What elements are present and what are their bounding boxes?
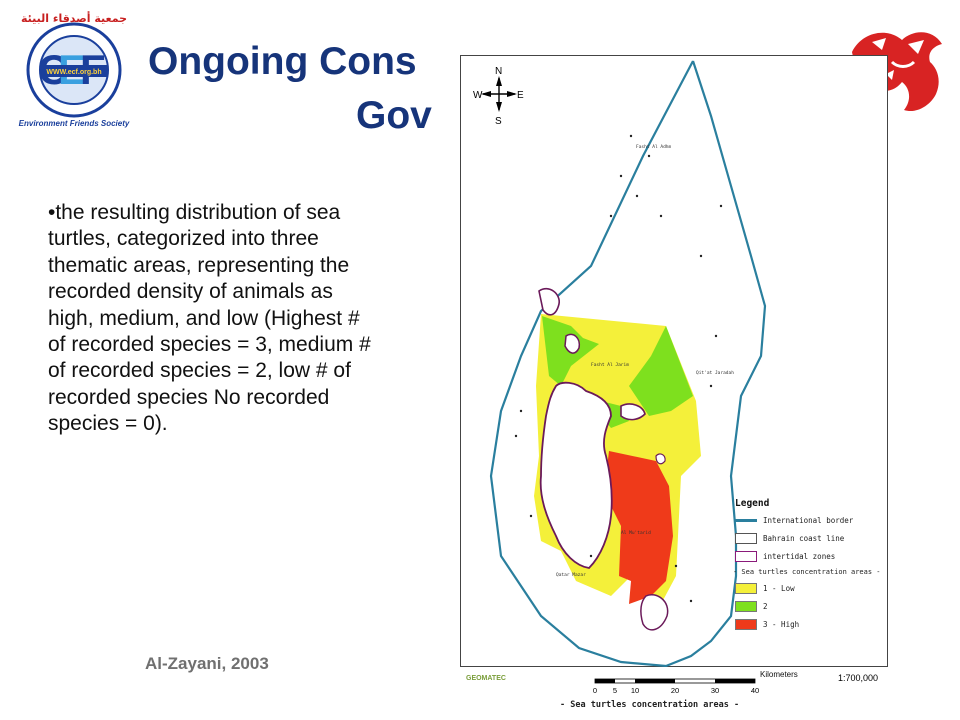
international-border <box>489 60 767 668</box>
place-label: Qatar Mazar <box>556 572 586 578</box>
compass-e: E <box>517 90 524 101</box>
legend-label: 1 - Low <box>763 584 795 593</box>
compass-s: S <box>495 116 502 127</box>
legend-label: Bahrain coast line <box>763 534 845 543</box>
body-paragraph: •the resulting distribution of sea turtl… <box>48 201 371 436</box>
scale-tick: 10 <box>631 686 639 695</box>
publisher-logo: GEOMATEC <box>466 675 506 682</box>
scale-bar-area: GEOMATEC Kilometers 0 5 10 20 30 40 1:70… <box>466 670 878 710</box>
scale-ratio: 1:700,000 <box>838 673 878 683</box>
legend-title: Legend <box>735 498 770 509</box>
legend-item-low: 1 - Low <box>735 582 890 595</box>
zone-medium-2 <box>629 326 693 416</box>
place-label: Qit'at Jaradah <box>696 370 734 376</box>
compass-w: W <box>473 90 483 101</box>
legend-swatch <box>735 619 757 630</box>
ecf-logo: C E F WWW.ecf.org.bh جمعية أصدقاء البيئة… <box>19 11 130 128</box>
scale-tick: 20 <box>671 686 679 695</box>
legend-label: International border <box>763 516 854 525</box>
slide-title-line1: Ongoing Cons <box>148 40 417 83</box>
place-label: Fasht Al Adhm <box>636 144 672 150</box>
scale-unit-label: Kilometers <box>760 670 798 679</box>
legend-item-coastline: Bahrain coast line <box>735 532 890 545</box>
zone-high <box>606 451 673 604</box>
north-island <box>564 333 581 354</box>
logo-society-text: Environment Friends Society <box>19 119 130 128</box>
bahrain-coastline <box>539 381 613 569</box>
place-label: Fasht Al Jarim <box>591 362 629 368</box>
east-islet <box>655 453 666 465</box>
legend-label: intertidal zones <box>763 552 836 561</box>
slide-title-line2: Gov <box>356 94 432 137</box>
map-caption: - Sea turtles concentration areas - <box>560 699 739 710</box>
legend-label: 3 - High <box>763 620 800 629</box>
legend-item-high: 3 - High <box>735 618 890 631</box>
hawar-island <box>538 287 560 316</box>
legend-swatch <box>735 601 757 612</box>
map-legend: Legend International border Bahrain coas… <box>733 498 890 636</box>
southern-islands <box>640 594 669 631</box>
legend-section-title: - Sea turtles concentration areas - <box>733 568 881 576</box>
scale-tick: 30 <box>711 686 719 695</box>
legend-swatch <box>735 519 757 522</box>
legend-item-medium: 2 <box>735 600 890 613</box>
logo-arabic-text: جمعية أصدقاء البيئة <box>21 11 127 25</box>
place-label: Al Mu'tarid <box>621 530 651 536</box>
legend-label: 2 <box>763 602 768 611</box>
logo-url-text: WWW.ecf.org.bh <box>46 69 101 76</box>
sea-turtle-map: N S W E <box>460 55 888 668</box>
survey-points <box>514 134 723 603</box>
legend-swatch <box>735 533 757 544</box>
legend-item-intertidal: intertidal zones <box>735 550 890 563</box>
dragon-emblem-icon <box>852 32 942 112</box>
scale-tick: 40 <box>751 686 759 695</box>
legend-swatch <box>735 583 757 594</box>
compass-n: N <box>495 66 502 77</box>
scale-tick: 5 <box>613 686 617 695</box>
legend-item-border: International border <box>735 514 890 527</box>
map-footer: GEOMATEC Kilometers 0 5 10 20 30 40 1:70… <box>460 667 888 715</box>
scale-tick: 0 <box>593 686 597 695</box>
compass-rose-icon: N S W E <box>473 66 524 127</box>
credit-text: Al-Zayani, 2003 <box>145 654 269 673</box>
muharraq-island <box>620 403 646 421</box>
legend-swatch <box>735 551 757 562</box>
map-canvas: N S W E <box>473 60 767 668</box>
